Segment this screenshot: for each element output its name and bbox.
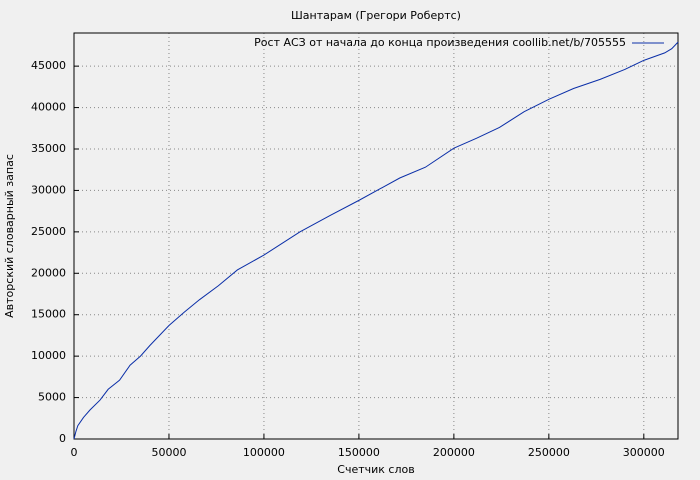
x-tick-label: 100000 bbox=[243, 446, 285, 459]
y-tick-label: 0 bbox=[59, 432, 66, 445]
x-axis-label: Счетчик слов bbox=[337, 463, 414, 476]
x-tick-label: 50000 bbox=[151, 446, 186, 459]
x-tick-label: 300000 bbox=[623, 446, 665, 459]
y-tick-label: 10000 bbox=[31, 349, 66, 362]
y-tick-label: 25000 bbox=[31, 225, 66, 238]
x-tick-label: 200000 bbox=[433, 446, 475, 459]
chart-title: Шантарам (Грегори Робертс) bbox=[291, 9, 461, 22]
y-tick-label: 40000 bbox=[31, 101, 66, 114]
y-tick-label: 45000 bbox=[31, 59, 66, 72]
y-axis-label: Авторский словарный запас bbox=[3, 154, 16, 318]
x-tick-label: 250000 bbox=[528, 446, 570, 459]
y-tick-label: 15000 bbox=[31, 308, 66, 321]
plot-frame bbox=[73, 32, 679, 440]
x-tick-label: 0 bbox=[71, 446, 78, 459]
y-tick-label: 35000 bbox=[31, 142, 66, 155]
y-tick-label: 20000 bbox=[31, 266, 66, 279]
x-tick-label: 150000 bbox=[338, 446, 380, 459]
y-tick-label: 5000 bbox=[38, 391, 66, 404]
y-tick-label: 30000 bbox=[31, 183, 66, 196]
legend-label: Рост АСЗ от начала до конца произведения… bbox=[254, 36, 626, 49]
data-line bbox=[73, 41, 679, 440]
